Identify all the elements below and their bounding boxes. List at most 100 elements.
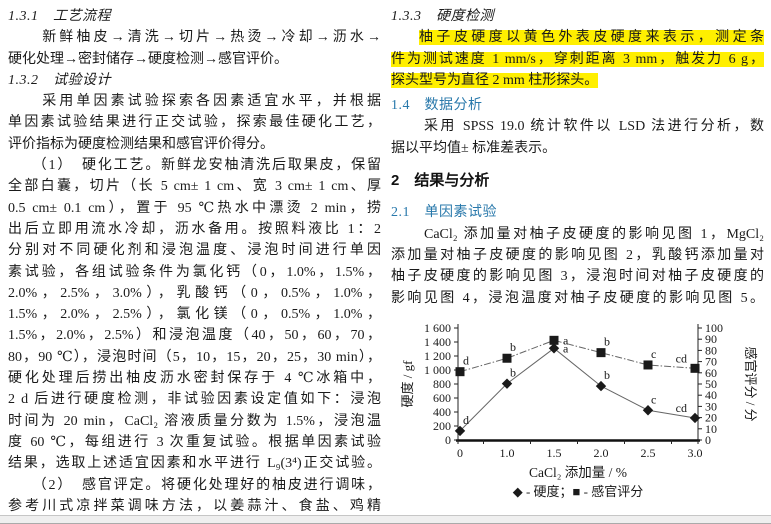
text-line: 2 d 后进行硬度检测，非试验因素设定值如下：浸泡 [8, 389, 381, 410]
text-line-content: 柚子皮硬度的影响见图 3，浸泡时间对柚子皮硬度的 [391, 269, 764, 285]
text-line-content: 结果，选取上述适宜因素和水平进行 L₉(3⁴)正交试验。 [8, 456, 381, 472]
chart-legend: ◆ - 硬度；■ - 感官评分 [513, 484, 644, 500]
text-line-content: （2） 感官评定。将硬化处理好的柚皮进行调味， [8, 477, 381, 493]
data-point-square [549, 335, 559, 345]
text-line-content: 1.3.1 工艺流程 [8, 9, 111, 24]
text-line-content: 硬化处理→密封储存→硬度检测→感官评价。 [8, 51, 288, 67]
text-line: （1） 硬化工艺。新鲜龙安柚清洗后取果皮，保留 [8, 155, 381, 176]
data-point-square [502, 353, 512, 363]
text-line-content: 素试验，各组试验条件为氯化钙（0，1.0%，1.5%， [8, 264, 381, 280]
text-line-content: 硬化处理后捞出柚皮沥水密封保存于 4 ℃冰箱中， [8, 371, 381, 387]
y-right-tick-label: 70 [705, 355, 717, 369]
significance-label: b [604, 368, 610, 382]
y-right-tick-label: 100 [705, 321, 723, 335]
text-line: 影响见图 4，浸泡温度对柚子皮硬度的影响见图 5。 [391, 288, 764, 309]
text-line: 单因素试验结果进行正交试验，探索最佳硬化工艺， [8, 112, 381, 133]
text-line: 1.3.1 工艺流程 [8, 6, 381, 27]
y-left-tick-label: 400 [433, 405, 451, 419]
text-line: 探头型号为直径 2 mm 柱形探头。 [391, 70, 764, 91]
window-bottom-edge [0, 515, 771, 524]
significance-label: d [463, 354, 469, 368]
significance-label: a [563, 333, 569, 347]
y-right-tick-label: 90 [705, 332, 717, 346]
text-line-content: 添加量对柚子皮硬度的影响见图 2，乳酸钙添加量对 [391, 247, 764, 263]
data-point-square [690, 363, 700, 373]
significance-label: cd [676, 351, 687, 365]
y-right-tick-label: 0 [705, 433, 711, 447]
text-line: 2 结果与分析 [391, 170, 764, 191]
text-line-content: 时间为 20 min，CaCl₂ 溶液质量分数为 1.5%，浸泡温 [8, 413, 381, 429]
text-line: 0.5 cm± 0.1 cm），置于 95 ℃热水中漂烫 2 min，捞 [8, 198, 381, 219]
significance-label: cd [676, 401, 687, 415]
text-line-content: 采用 SPSS 19.0 统计软件以 LSD 法进行分析，数 [391, 119, 764, 135]
text-line-content: 评价指标为硬度检测结果和感官评价得分。 [8, 136, 274, 152]
data-point-diamond [501, 378, 513, 389]
significance-label: b [510, 366, 516, 380]
text-line: 1.5%，2.0%，2.5%），氯化镁（0，0.5%，1.0%， [8, 304, 381, 325]
text-line: 硬化处理→密封储存→硬度检测→感官评价。 [8, 49, 381, 70]
y-left-tick-label: 0 [445, 433, 451, 447]
text-line: 1.3.3 硬度检测 [391, 6, 764, 27]
significance-label: a [563, 341, 569, 355]
text-line: 1.3.2 试验设计 [8, 70, 381, 91]
y-left-tick-label: 800 [433, 377, 451, 391]
figure-1-chart: 0 200 400 600 800 1 000 1 200 1 400 1 600 0 10 20 30… [396, 318, 771, 518]
text-line-content: CaCl₂ 添加量对柚子皮硬度的影响见图 1，MgCl₂ [391, 226, 764, 242]
data-point-diamond [689, 412, 701, 424]
y-axis-right-title: 感官评分 / 分 [743, 346, 758, 421]
y-right-tick-label: 30 [705, 399, 717, 413]
text-line-content: 出后立即用流水冷却，沥水备用。按照料液比 1：2 [8, 221, 381, 237]
text-line-content: 度 60 ℃，每组进行 3 次重复试验。根据单因素试验 [8, 434, 381, 450]
significance-label: c [651, 392, 656, 406]
text-line: 2.0%，2.5%，3.0%），乳酸钙（0，0.5%，1.0%， [8, 283, 381, 304]
text-line: 柚子皮硬度以黄色外表皮硬度来表示，测定条 [391, 27, 764, 48]
x-tick-label: 1.5 [547, 446, 562, 460]
series-line-square [459, 339, 696, 373]
text-line: 评价指标为硬度检测结果和感官评价得分。 [8, 134, 381, 155]
text-line-content: 2 d 后进行硬度检测，非试验因素设定值如下：浸泡 [8, 392, 381, 408]
right-text-column: 1.3.3 硬度检测柚子皮硬度以黄色外表皮硬度来表示，测定条件为测试速度 1 m… [391, 6, 764, 309]
text-line: 采用单因素试验探索各因素适宜水平，并根据 [8, 91, 381, 112]
data-point-diamond [642, 405, 654, 416]
text-line-content: 件为测试速度 1 mm/s，穿刺距离 3 mm，触发力 6 g， [391, 51, 764, 67]
y-axis-left-title: 硬度 / gf [400, 360, 415, 408]
text-line-content: 单因素试验结果进行正交试验，探索最佳硬化工艺， [8, 115, 381, 131]
significance-label: b [604, 335, 610, 349]
text-line-content: 柚子皮硬度以黄色外表皮硬度来表示，测定条 [419, 30, 764, 46]
y-left-tick-label: 1 600 [424, 321, 451, 335]
text-line-content: （1） 硬化工艺。新鲜龙安柚清洗后取果皮，保留 [8, 158, 381, 174]
text-line: 分别对不同硬化剂和浸泡温度、浸泡时间进行单因 [8, 240, 381, 261]
text-line-content: 1.3.3 硬度检测 [391, 9, 494, 24]
data-point-diamond [595, 380, 607, 392]
text-line: 件为测试速度 1 mm/s，穿刺距离 3 mm，触发力 6 g， [391, 49, 764, 70]
series-line-diamond [459, 347, 696, 432]
data-point-square [455, 367, 465, 377]
text-line-content: 80，90 ℃），浸泡时间（5，10，15，20，25，30 min）， [8, 349, 381, 365]
y-right-tick-label: 80 [705, 343, 717, 357]
text-line: 柚子皮硬度的影响见图 3，浸泡时间对柚子皮硬度的 [391, 266, 764, 287]
y-left-tick-label: 1 200 [424, 349, 451, 363]
y-right-tick-label: 60 [705, 366, 717, 380]
text-line: 全部白囊，切片（长 5 cm± 1 cm、宽 3 cm± 1 cm、厚 [8, 176, 381, 197]
x-tick-label: 1.0 [500, 446, 515, 460]
text-line-content: 1.5%，2.0%，2.5%），氯化镁（0，0.5%，1.0%， [8, 307, 381, 323]
text-line: 参考川式凉拌菜调味方法，以姜蒜汁、食盐、鸡精 [8, 496, 381, 517]
significance-label: d [463, 413, 469, 427]
text-line: 采用 SPSS 19.0 统计软件以 LSD 法进行分析，数 [391, 116, 764, 137]
text-line-content: 参考川式凉拌菜调味方法，以姜蒜汁、食盐、鸡精 [8, 498, 381, 514]
x-tick-label: 3.0 [688, 446, 703, 460]
significance-label: b [510, 340, 516, 354]
text-line-content: 1.5%，2.0%，2.5%）和浸泡温度（40，50，60，70， [8, 328, 381, 344]
text-line-content: 采用单因素试验探索各因素适宜水平，并根据 [8, 94, 381, 110]
text-line-content: 全部白囊，切片（长 5 cm± 1 cm、宽 3 cm± 1 cm、厚 [8, 179, 381, 195]
text-line: 素试验，各组试验条件为氯化钙（0，1.0%，1.5%， [8, 262, 381, 283]
text-line: 据以平均值± 标准差表示。 [391, 138, 764, 159]
text-line: 2.1 单因素试验 [391, 202, 764, 223]
text-line-content: 影响见图 4，浸泡温度对柚子皮硬度的影响见图 5。 [391, 290, 764, 306]
left-text-column: 1.3.1 工艺流程 新鲜柚皮→清洗→切片→热烫→冷却→沥水→ 硬化处理→密封储存… [8, 6, 381, 517]
text-line-content: 2 结果与分析 [391, 172, 490, 190]
data-point-square [643, 360, 653, 370]
text-line: 1.4 数据分析 [391, 95, 764, 116]
text-line-content: 1.3.2 试验设计 [8, 72, 111, 88]
text-line-content: 1.4 数据分析 [391, 98, 483, 114]
